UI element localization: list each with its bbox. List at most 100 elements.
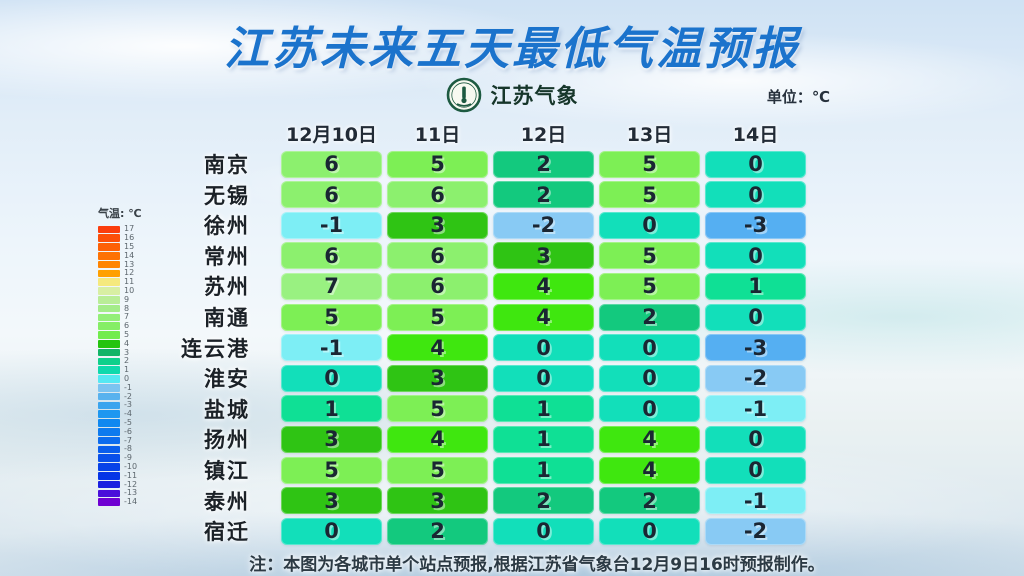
legend-swatch xyxy=(98,278,120,286)
temperature-cell: 6 xyxy=(281,242,382,270)
brand-name: 江苏气象 xyxy=(490,84,579,108)
temperature-cell: 3 xyxy=(387,211,488,239)
temperature-cell: 0 xyxy=(599,211,700,239)
temperature-cell: 0 xyxy=(705,242,806,270)
legend-item: 1 xyxy=(98,366,142,375)
legend-swatch xyxy=(98,357,120,366)
legend-value-label: 10 xyxy=(124,285,135,295)
legend-item: -9 xyxy=(98,454,142,463)
temperature-cell: 2 xyxy=(493,487,594,515)
legend-swatch xyxy=(98,489,120,498)
page-title: 江苏未来五天最低气温预报 xyxy=(223,22,800,75)
temperature-cell: 5 xyxy=(387,456,488,484)
legend-value-label: 11 xyxy=(124,277,135,287)
table-corner xyxy=(170,120,276,147)
forecast-table: 12月10日 11日 12日 13日 14日 南京 6 5 2 5 0 无锡 6 6 2 5 0 徐州 -1 3 -2 0… xyxy=(170,120,806,545)
temperature-cell: 5 xyxy=(281,303,382,331)
temperature-cell: -2 xyxy=(705,364,806,392)
legend-value-label: -10 xyxy=(124,461,138,471)
legend-item: 8 xyxy=(98,304,142,313)
brand-row: 江苏气象 xyxy=(0,76,1024,114)
unit-label: 单位：℃ xyxy=(766,88,830,106)
legend-value-label: -7 xyxy=(124,435,132,445)
legend-swatch xyxy=(98,322,120,330)
legend-swatch xyxy=(98,348,120,357)
legend-swatch xyxy=(98,375,120,383)
legend-value-label: 5 xyxy=(124,329,130,339)
temperature-cell: 0 xyxy=(705,456,806,484)
legend-item: 3 xyxy=(98,348,142,357)
legend-item: -4 xyxy=(98,410,142,419)
legend-value-label: -8 xyxy=(124,444,132,454)
legend-value-label: 15 xyxy=(124,241,135,251)
legend-items: 17 16 15 14 13 12 11 10 9 8 7 6 5 4 3 2 1 0 -1 -2 -3 -4 -5 -6 -7… xyxy=(98,225,142,507)
legend-title: 气温: ℃ xyxy=(98,207,142,220)
legend-item: -14 xyxy=(98,498,142,507)
temperature-cell: 0 xyxy=(599,517,700,545)
temperature-cell: 2 xyxy=(387,517,488,545)
temperature-cell: 0 xyxy=(705,303,806,331)
temperature-cell: -1 xyxy=(705,395,806,423)
legend-item: 17 xyxy=(98,225,142,234)
temperature-cell: 6 xyxy=(387,272,488,300)
legend-item: -7 xyxy=(98,436,142,445)
temperature-cell: 6 xyxy=(281,181,382,209)
legend-value-label: 6 xyxy=(124,321,130,331)
legend-value-label: 4 xyxy=(124,338,130,348)
temperature-cell: 0 xyxy=(705,181,806,209)
legend-swatch xyxy=(98,480,120,489)
temperature-cell: 3 xyxy=(387,487,488,515)
temperature-cell: -3 xyxy=(705,334,806,362)
legend-item: 14 xyxy=(98,251,142,260)
legend-item: -3 xyxy=(98,401,142,410)
legend-item: -12 xyxy=(98,480,142,489)
city-label: 淮安 xyxy=(204,367,250,392)
temperature-cell: 0 xyxy=(705,150,806,178)
temperature-cell: 5 xyxy=(599,181,700,209)
city-label: 连云港 xyxy=(181,336,250,361)
legend-item: 0 xyxy=(98,374,142,384)
legend-value-label: -13 xyxy=(124,488,138,498)
legend-value-label: 7 xyxy=(124,312,130,322)
temperature-cell: -3 xyxy=(705,211,806,239)
temperature-cell: 5 xyxy=(281,456,382,484)
temperature-cell: 2 xyxy=(493,150,594,178)
city-label: 南通 xyxy=(204,306,250,331)
legend-swatch xyxy=(98,463,120,471)
legend-swatch xyxy=(98,498,120,506)
city-label: 南京 xyxy=(204,153,250,178)
legend-value-label: 3 xyxy=(124,347,130,357)
legend-value-label: 13 xyxy=(124,259,135,269)
temperature-cell: 6 xyxy=(387,181,488,209)
temperature-cell: -2 xyxy=(705,517,806,545)
legend-swatch xyxy=(98,287,120,295)
jiangsu-meteorology-logo-icon xyxy=(446,77,482,113)
legend-item: -5 xyxy=(98,418,142,428)
temperature-cell: 5 xyxy=(387,150,488,178)
temperature-cell: 7 xyxy=(281,272,382,300)
temperature-cell: 0 xyxy=(493,517,594,545)
legend-swatch xyxy=(98,304,120,313)
city-label: 无锡 xyxy=(204,183,250,208)
legend-swatch xyxy=(98,436,120,445)
city-label: 宿迁 xyxy=(204,520,250,545)
legend-value-label: -9 xyxy=(124,453,132,463)
temperature-cell: 0 xyxy=(493,364,594,392)
temperature-cell: 2 xyxy=(493,181,594,209)
legend-value-label: -6 xyxy=(124,426,132,436)
temperature-cell: 4 xyxy=(387,425,488,453)
legend-swatch xyxy=(98,295,120,304)
legend-value-label: 16 xyxy=(124,233,135,243)
legend-item: 2 xyxy=(98,357,142,366)
temperature-cell: 5 xyxy=(599,272,700,300)
legend-swatch xyxy=(98,454,120,462)
temperature-cell: 1 xyxy=(705,272,806,300)
legend-swatch xyxy=(98,260,120,269)
date-column-header: 11日 xyxy=(414,124,461,146)
legend-item: -11 xyxy=(98,471,142,480)
city-label: 盐城 xyxy=(204,397,250,422)
temperature-cell: 5 xyxy=(599,150,700,178)
legend-item: -2 xyxy=(98,392,142,401)
legend-item: 12 xyxy=(98,269,142,278)
legend-item: -6 xyxy=(98,427,142,436)
